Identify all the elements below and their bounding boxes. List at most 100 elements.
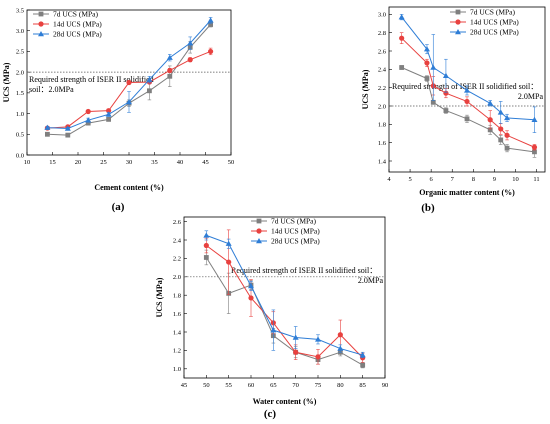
data-point <box>105 111 112 117</box>
y-axis-label: UCS (MPa) <box>155 277 164 317</box>
x-tick-label: 50 <box>203 382 210 389</box>
y-tick-label: 2.6 <box>173 219 182 226</box>
x-tick-label: 75 <box>315 382 322 389</box>
data-point <box>504 145 510 151</box>
data-point <box>423 46 430 52</box>
data-point <box>64 125 71 131</box>
legend-entry: 14d UCS (MPa) <box>271 227 320 236</box>
legend-entry: 14d UCS (MPa) <box>53 20 102 29</box>
chart-c: 45 50 55 60 65 70 75 80 85 90 1.0 1.2 1.4 1.6 1.8 2.0 2.… <box>155 216 389 420</box>
x-tick-label: 70 <box>292 382 299 389</box>
x-tick-label: 6 <box>430 176 434 183</box>
y-tick-label: 1.8 <box>378 122 386 129</box>
data-point <box>531 116 538 122</box>
data-point <box>487 117 493 123</box>
data-point <box>248 283 254 289</box>
data-point <box>430 99 436 105</box>
data-point <box>442 72 449 78</box>
data-point <box>270 327 277 333</box>
legend-entry: 7d UCS (MPa) <box>53 10 99 19</box>
series-line <box>206 245 364 359</box>
y-tick-label: 2.8 <box>378 30 386 37</box>
legend-marker <box>38 11 44 17</box>
x-tick-label: 7 <box>451 176 455 183</box>
legend-entry: 28d UCS (MPa) <box>271 237 320 246</box>
legend-marker <box>38 21 44 27</box>
legend-entry: 28d UCS (MPa) <box>53 30 102 39</box>
series-1 <box>203 229 366 365</box>
data-point <box>498 137 504 143</box>
data-point <box>315 354 321 360</box>
legend: 7d UCS (MPa)14d UCS (MPa)28d UCS (MPa) <box>33 10 102 39</box>
series-2 <box>398 14 538 133</box>
data-point <box>399 65 405 70</box>
x-tick-label: 11 <box>533 176 539 183</box>
data-point <box>430 64 437 70</box>
data-point <box>167 73 173 79</box>
legend-marker <box>256 218 262 224</box>
y-tick-label: 3.0 <box>16 28 24 35</box>
y-tick-label: 3.0 <box>378 12 386 19</box>
x-tick-label: 15 <box>49 159 56 166</box>
data-point <box>146 76 153 82</box>
y-tick-label: 2.0 <box>16 69 24 76</box>
data-point <box>487 127 493 133</box>
x-tick-label: 85 <box>359 382 366 389</box>
data-point <box>337 332 343 338</box>
x-tick-label: 5 <box>408 176 411 183</box>
data-point <box>531 144 538 150</box>
y-tick-label: 1.6 <box>173 311 182 318</box>
x-tick-label: 35 <box>151 159 158 166</box>
reference-annotation: Required strength of ISER II solidified … <box>392 82 538 91</box>
data-point <box>443 90 449 96</box>
x-tick-label: 10 <box>24 159 31 166</box>
y-tick-label: 2.0 <box>173 274 181 281</box>
data-point <box>532 149 537 155</box>
data-point <box>166 54 173 60</box>
legend-entry: 7d UCS (MPa) <box>470 8 516 17</box>
data-point <box>126 79 132 86</box>
data-point <box>292 334 299 340</box>
reference-annotation-value: soil：2.0MPa <box>29 85 74 94</box>
legend-entry: 14d UCS (MPa) <box>470 18 519 27</box>
data-point <box>487 100 494 106</box>
x-tick-label: 60 <box>248 382 255 389</box>
data-point <box>167 67 173 74</box>
reference-annotation-value: 2.0MPa <box>358 276 384 285</box>
legend-entry: 7d UCS (MPa) <box>271 217 317 226</box>
data-point <box>208 22 213 27</box>
data-point <box>85 108 91 115</box>
panel-label: (c) <box>264 408 277 420</box>
y-tick-label: 1.8 <box>173 293 181 300</box>
y-tick-label: 1.5 <box>16 90 24 97</box>
x-tick-label: 45 <box>202 159 209 166</box>
x-tick-label: 20 <box>75 159 82 166</box>
plot-frame <box>183 216 386 379</box>
data-point <box>45 131 50 137</box>
reference-annotation-value: 2.0MPa <box>518 92 544 101</box>
y-axis-label: UCS (MPa) <box>361 69 370 109</box>
y-axis-label: UCS (MPa) <box>2 62 11 102</box>
data-point <box>464 116 470 122</box>
data-point <box>399 35 405 41</box>
y-tick-label: 1.6 <box>378 140 387 147</box>
y-tick-label: 0.5 <box>16 132 24 139</box>
data-point <box>464 87 470 93</box>
x-tick-label: 90 <box>382 382 389 389</box>
y-tick-label: 2.6 <box>378 48 387 55</box>
data-point <box>464 98 470 105</box>
y-tick-label: 1.2 <box>173 348 181 355</box>
x-axis-label: Organic matter content (%) <box>419 188 515 197</box>
x-tick-label: 30 <box>126 159 133 166</box>
legend-marker <box>455 19 461 25</box>
data-point <box>208 48 214 55</box>
chart-b: 4 5 6 7 8 9 10 11 1.4 1.6 1.8 2.0 2.2 2.4 2.6 2.8 3.0 Org… <box>361 6 546 214</box>
x-axis-label: Water content (%) <box>253 397 317 406</box>
plot-frame <box>388 6 546 173</box>
x-tick-label: 40 <box>177 159 184 166</box>
data-point <box>147 88 152 94</box>
y-tick-label: 1.0 <box>16 111 24 118</box>
panel-label: (b) <box>421 202 435 214</box>
series-line <box>206 234 363 356</box>
